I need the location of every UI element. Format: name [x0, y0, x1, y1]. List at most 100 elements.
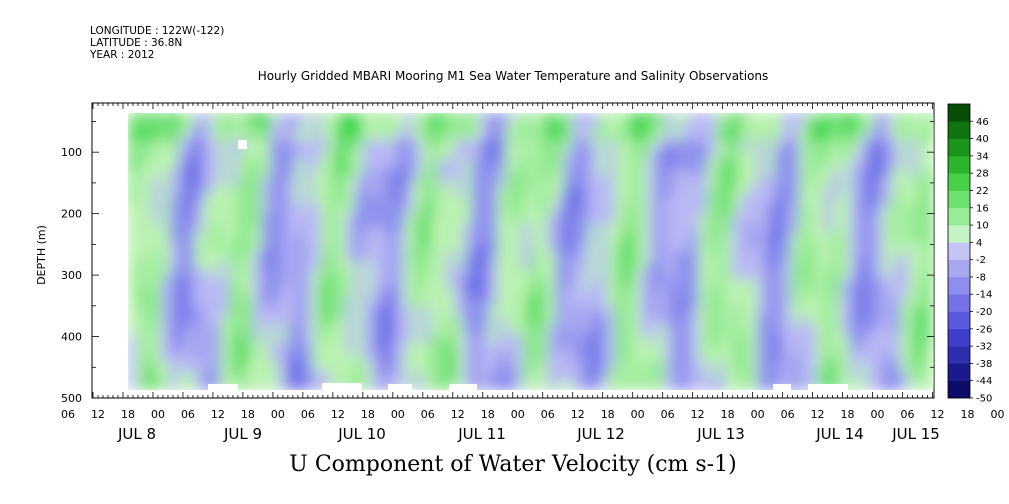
heatmap-cell: [925, 260, 934, 271]
heatmap-cell: [698, 158, 708, 169]
heatmap-cell: [161, 204, 171, 216]
heatmap-cell: [245, 269, 255, 280]
heatmap-cell: [698, 223, 708, 234]
heatmap-cell: [572, 121, 582, 132]
x-tick-label: 06: [61, 408, 75, 421]
heatmap-cell: [370, 149, 381, 160]
heatmap-cell: [320, 352, 330, 363]
heatmap-cell: [899, 204, 910, 216]
heatmap-cell: [236, 195, 247, 206]
heatmap-cell: [849, 140, 859, 151]
heatmap-cell: [690, 352, 700, 363]
heatmap-cell: [370, 352, 381, 363]
heatmap-cell: [698, 361, 708, 373]
heatmap-cell: [337, 121, 347, 132]
heatmap-cell: [740, 334, 750, 345]
heatmap-cell: [555, 297, 566, 308]
heatmap-cell: [555, 204, 566, 216]
heatmap-cell: [757, 352, 767, 363]
heatmap-cell: [278, 334, 289, 345]
heatmap-cell: [925, 177, 934, 188]
heatmap-cell: [480, 380, 490, 390]
heatmap-cell: [438, 214, 448, 225]
heatmap-cell: [790, 204, 801, 216]
heatmap-cell: [899, 260, 910, 271]
heatmap-cell: [883, 297, 893, 308]
heatmap-cell: [412, 214, 423, 225]
heatmap-cell: [538, 113, 549, 123]
heatmap-cell: [295, 223, 305, 234]
heatmap-cell: [128, 130, 137, 142]
heatmap-cell: [329, 204, 339, 216]
heatmap-cell: [547, 371, 557, 382]
colorbar-label: 16: [976, 203, 989, 214]
heatmap-cell: [236, 306, 247, 317]
heatmap-cell: [631, 186, 641, 197]
heatmap-cell: [186, 315, 196, 326]
heatmap-cell: [530, 251, 540, 262]
heatmap-cell: [278, 140, 289, 151]
heatmap-cell: [488, 361, 498, 373]
heatmap-cell: [396, 158, 406, 169]
heatmap-cell: [312, 371, 322, 382]
heatmap-cell: [866, 113, 876, 123]
heatmap-cell: [740, 352, 750, 363]
heatmap-cell: [513, 241, 524, 252]
heatmap-cell: [446, 204, 456, 216]
heatmap-cell: [732, 223, 742, 234]
heatmap-cell: [748, 186, 759, 197]
heatmap-cell: [698, 241, 708, 252]
heatmap-cell: [723, 195, 733, 206]
heatmap-cell: [664, 343, 675, 354]
heatmap-cell: [597, 278, 608, 289]
heatmap-cell: [362, 278, 372, 289]
heatmap-cell: [723, 177, 733, 188]
heatmap-cell: [412, 306, 423, 317]
heatmap-cell: [446, 260, 456, 271]
heatmap-cell: [597, 251, 608, 262]
heatmap-cell: [782, 214, 792, 225]
heatmap-cell: [916, 260, 927, 271]
heatmap-cell: [345, 186, 356, 197]
heatmap-cell: [169, 251, 179, 262]
heatmap-cell: [555, 352, 566, 363]
heatmap-cell: [782, 204, 792, 216]
heatmap-cell: [606, 214, 616, 225]
heatmap-cell: [622, 241, 633, 252]
heatmap-cell: [211, 195, 221, 206]
heatmap-cell: [555, 260, 566, 271]
heatmap-cell: [513, 334, 524, 345]
heatmap-cell: [832, 130, 843, 142]
heatmap-cell: [488, 149, 498, 160]
heatmap-cell: [824, 121, 834, 132]
heatmap-cell: [128, 204, 137, 216]
x-tick-label: 06: [181, 408, 195, 421]
heatmap-cell: [144, 334, 154, 345]
heatmap-cell: [135, 158, 146, 169]
heatmap-cell: [757, 177, 767, 188]
heatmap-cell: [337, 334, 347, 345]
heatmap-cell: [228, 232, 238, 243]
heatmap-cell: [564, 278, 574, 289]
heatmap-cell: [807, 167, 817, 179]
heatmap-cell: [177, 113, 188, 123]
heatmap-cell: [622, 149, 633, 160]
heatmap-cell: [832, 204, 843, 216]
heatmap-cell: [773, 260, 784, 271]
heatmap-cell: [471, 287, 482, 299]
heatmap-cell: [841, 186, 851, 197]
heatmap-cell: [799, 204, 809, 216]
heatmap-cell: [832, 214, 843, 225]
heatmap-cell: [270, 195, 280, 206]
heatmap-cell: [194, 158, 205, 169]
heatmap-cell: [799, 315, 809, 326]
heatmap-cell: [194, 130, 205, 142]
heatmap-cell: [631, 177, 641, 188]
heatmap-cell: [732, 287, 742, 299]
heatmap-cell: [203, 158, 213, 169]
heatmap-cell: [606, 269, 616, 280]
heatmap-cell: [547, 251, 557, 262]
heatmap-cell: [152, 186, 163, 197]
header-longitude: LONGITUDE : 122W(-122): [90, 25, 225, 37]
heatmap-cell: [429, 260, 440, 271]
